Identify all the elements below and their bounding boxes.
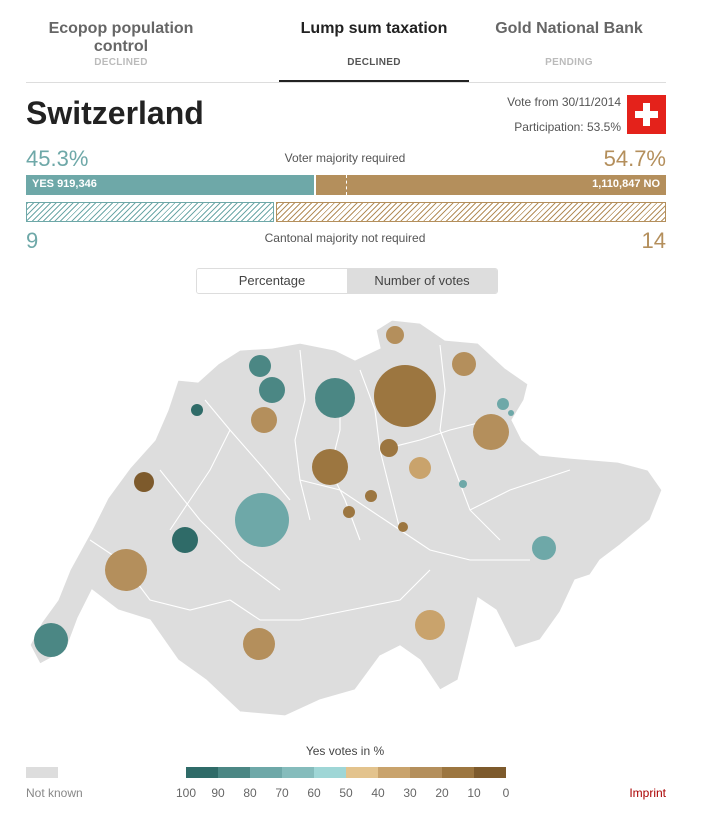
tab-title: Lump sum taxation: [300, 20, 448, 37]
bubble-bern: [235, 493, 289, 547]
toggle-percentage[interactable]: Percentage: [197, 269, 347, 293]
no-votes-bar: [316, 175, 666, 195]
legend-tick-label: 50: [339, 786, 353, 800]
legend-swatch: [474, 767, 506, 778]
referendum-tabs: Ecopop population control DECLINED Lump …: [26, 0, 666, 82]
legend-swatch: [314, 767, 346, 778]
legend-swatch: [410, 767, 442, 778]
cantons-no-count: 14: [641, 228, 666, 253]
bubble-geneva: [34, 623, 68, 657]
yes-percentage: 45.3%: [26, 146, 89, 171]
bubble-nidwalden: [365, 490, 377, 502]
legend-title: Yes votes in %: [305, 744, 385, 758]
bubble-thurgau: [452, 352, 476, 376]
legend-swatch: [186, 767, 218, 778]
yes-votes-label: YES 919,346: [32, 178, 97, 190]
swiss-flag-icon: [627, 95, 666, 134]
legend-tick-label: 30: [403, 786, 417, 800]
voter-majority-label: Voter majority required: [284, 151, 406, 165]
switzerland-map[interactable]: [0, 300, 709, 740]
legend-swatch: [282, 767, 314, 778]
tab-status: DECLINED: [347, 57, 401, 68]
bubble-valais: [243, 628, 275, 660]
bubble-schwyz: [409, 457, 431, 479]
legend-swatch: [250, 767, 282, 778]
tab-title: Ecopop population control: [48, 20, 194, 55]
legend-tick-label: 10: [467, 786, 481, 800]
legend-tick-label: 100: [175, 786, 197, 800]
legend-tick-label: 80: [243, 786, 257, 800]
tabs-divider: [26, 82, 666, 83]
canton-bubbles: [34, 326, 556, 660]
bubble-glarus: [459, 480, 467, 488]
tab-status: DECLINED: [94, 57, 148, 68]
legend-tick-label: 40: [371, 786, 385, 800]
canton-borders: [89, 344, 571, 621]
bubble-basel-land: [259, 377, 285, 403]
bubble-lucerne: [312, 449, 348, 485]
country-shape: [29, 319, 663, 717]
imprint-link[interactable]: Imprint: [629, 786, 666, 800]
legend-tick-label: 0: [502, 786, 510, 800]
legend-tick-label: 20: [435, 786, 449, 800]
legend-swatch: [442, 767, 474, 778]
cantons-yes-bar: [26, 202, 274, 222]
tab-title: Gold National Bank: [495, 20, 643, 37]
bubble-graubunden: [532, 536, 556, 560]
bubble-obwalden: [343, 506, 355, 518]
cantons-yes-count: 9: [26, 228, 39, 253]
legend-tick-label: 60: [307, 786, 321, 800]
cantonal-majority-label: Cantonal majority not required: [264, 231, 426, 245]
bubble-schaffhausen: [386, 326, 404, 344]
legend-not-known-swatch: [26, 767, 58, 778]
bubble-fribourg: [172, 527, 198, 553]
cantons-no-bar: [276, 202, 666, 222]
bubble-zurich: [374, 365, 436, 427]
toggle-number-of-votes[interactable]: Number of votes: [347, 269, 497, 293]
bubble-appenzell-ir: [508, 410, 514, 416]
legend-swatch: [218, 767, 250, 778]
no-votes-label: 1,110,847 NO: [592, 178, 660, 190]
majority-line: [346, 175, 347, 195]
bubble-vaud: [105, 549, 147, 591]
legend-tick-label: 70: [275, 786, 289, 800]
bubble-ticino: [415, 610, 445, 640]
view-toggle: Percentage Number of votes: [196, 268, 498, 294]
bubble-appenzell-ar: [497, 398, 509, 410]
tab-status: PENDING: [545, 57, 593, 68]
bubble-aargau: [315, 378, 355, 418]
tab-gold-national-bank[interactable]: Gold National Bank PENDING: [474, 0, 664, 82]
bubble-basel-stadt: [249, 355, 271, 377]
bubble-neuchatel: [134, 472, 154, 492]
bubble-jura: [191, 404, 203, 416]
bubble-uri: [398, 522, 408, 532]
legend-swatch: [346, 767, 378, 778]
bubble-zug: [380, 439, 398, 457]
yes-votes-bar: [26, 175, 314, 195]
legend-not-known-label: Not known: [26, 786, 83, 800]
vote-date: Vote from 30/11/2014: [507, 95, 621, 109]
tab-ecopop[interactable]: Ecopop population control DECLINED: [26, 0, 216, 82]
no-percentage: 54.7%: [603, 146, 666, 171]
tab-lump-sum-taxation[interactable]: Lump sum taxation DECLINED: [279, 0, 469, 82]
page-title: Switzerland: [26, 95, 204, 131]
legend-tick-label: 90: [211, 786, 225, 800]
bubble-solothurn: [251, 407, 277, 433]
participation: Participation: 53.5%: [514, 120, 621, 134]
legend-swatch: [378, 767, 410, 778]
bubble-st-gallen: [473, 414, 509, 450]
